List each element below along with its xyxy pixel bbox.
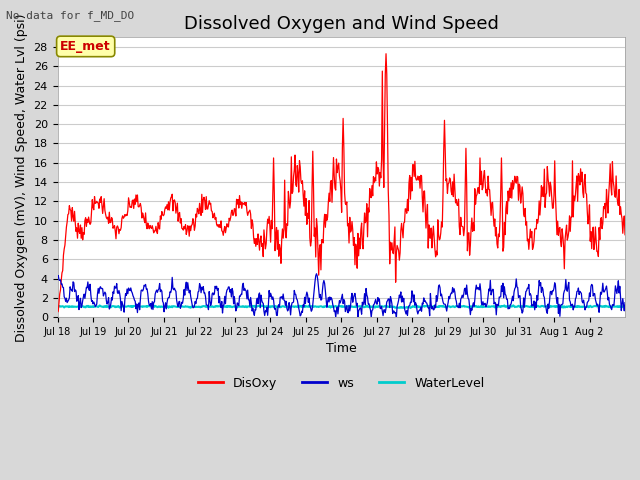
Line: DisOxy: DisOxy [58,54,625,312]
WaterLevel [433,304,440,310]
WaterLevel [225,304,232,310]
Text: EE_met: EE_met [60,40,111,53]
ws [312,271,320,276]
WaterLevel [406,305,414,311]
WaterLevel [253,304,260,310]
ws [433,299,441,304]
ws [120,309,128,315]
ws [401,309,409,314]
Title: Dissolved Oxygen and Wind Speed: Dissolved Oxygen and Wind Speed [184,15,499,33]
ws [225,284,232,290]
Line: WaterLevel: WaterLevel [58,305,625,308]
DisOxy [120,214,128,220]
Y-axis label: Dissolved Oxygen (mV), Wind Speed, Water Lvl (psi): Dissolved Oxygen (mV), Wind Speed, Water… [15,13,28,341]
X-axis label: Time: Time [326,342,356,356]
DisOxy [253,236,260,241]
Text: No data for f_MD_DO: No data for f_MD_DO [6,10,134,21]
DisOxy [54,310,61,315]
Line: ws: ws [58,274,625,317]
ws [54,275,61,281]
Legend: DisOxy, ws, WaterLevel: DisOxy, ws, WaterLevel [193,372,490,395]
WaterLevel [120,303,128,309]
DisOxy [621,232,629,238]
DisOxy [274,228,282,233]
DisOxy [433,248,440,254]
DisOxy [225,224,232,230]
WaterLevel [509,302,517,308]
WaterLevel [621,303,629,309]
WaterLevel [400,304,408,310]
ws [253,298,260,303]
ws [332,314,340,320]
ws [274,304,282,310]
DisOxy [401,219,408,225]
WaterLevel [54,304,61,310]
ws [621,300,629,305]
DisOxy [382,51,390,57]
WaterLevel [274,303,282,309]
